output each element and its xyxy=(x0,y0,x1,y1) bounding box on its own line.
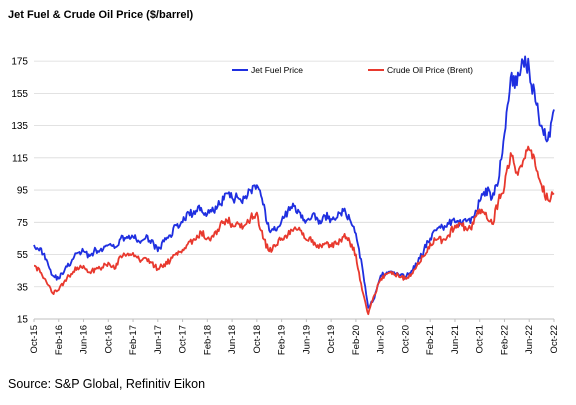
x-tick-label: Jun-19 xyxy=(301,325,312,354)
x-tick-label: Feb-17 xyxy=(128,325,139,355)
x-tick-label: Feb-16 xyxy=(54,325,65,355)
y-tick-label: 95 xyxy=(17,186,29,197)
series-lines xyxy=(33,55,555,316)
series-line-jet-fuel xyxy=(33,55,555,309)
x-tick-label: Feb-19 xyxy=(277,325,288,355)
gridlines xyxy=(34,60,554,320)
y-tick-label: 35 xyxy=(17,282,29,293)
x-axis: Oct-15 Feb-16 Jun-16 Oct-16 Feb-17 Jun-17 Oct-… xyxy=(29,318,560,355)
series-line-crude-oil xyxy=(34,145,555,316)
legend-label: Jet Fuel Price xyxy=(251,65,303,75)
x-tick-label: Oct-16 xyxy=(103,325,114,354)
legend-label: Crude Oil Price (Brent) xyxy=(387,65,473,75)
x-tick-label: Jun-21 xyxy=(450,325,461,354)
legend: Jet Fuel Price Crude Oil Price (Brent) xyxy=(232,65,473,75)
y-tick-label: 155 xyxy=(11,89,28,100)
x-tick-label: Oct-21 xyxy=(475,325,486,354)
line-chart: 15 35 55 75 95 115 135 155 175 Oct-15 Feb-16 Jun-1… xyxy=(11,55,560,355)
x-tick-label: Jun-16 xyxy=(79,325,90,354)
x-tick-label: Feb-20 xyxy=(351,325,362,355)
x-tick-label: Oct-17 xyxy=(178,325,189,354)
source-note: Source: S&P Global, Refinitiv Eikon xyxy=(8,377,206,391)
x-tick-label: Oct-22 xyxy=(549,325,560,354)
x-tick-label: Feb-18 xyxy=(202,325,213,355)
y-tick-label: 75 xyxy=(17,218,29,229)
y-axis: 15 35 55 75 95 115 135 155 175 xyxy=(11,57,28,326)
x-tick-label: Oct-19 xyxy=(326,325,337,354)
x-tick-label: Feb-22 xyxy=(499,325,510,355)
x-tick-label: Jun-17 xyxy=(153,325,164,354)
y-tick-label: 55 xyxy=(17,250,29,261)
y-tick-label: 135 xyxy=(11,121,28,132)
chart-title: Jet Fuel & Crude Oil Price ($/barrel) xyxy=(8,9,194,21)
x-tick-label: Feb-21 xyxy=(425,325,436,355)
y-tick-label: 15 xyxy=(17,315,29,326)
x-tick-label: Jun-22 xyxy=(524,325,535,354)
x-tick-label: Jun-18 xyxy=(227,325,238,354)
x-tick-label: Oct-20 xyxy=(400,325,411,354)
y-tick-label: 115 xyxy=(12,153,28,164)
x-tick-label: Oct-15 xyxy=(29,325,40,354)
x-tick-label: Jun-20 xyxy=(376,325,387,354)
x-tick-label: Oct-18 xyxy=(252,325,263,354)
y-tick-label: 175 xyxy=(11,57,28,68)
